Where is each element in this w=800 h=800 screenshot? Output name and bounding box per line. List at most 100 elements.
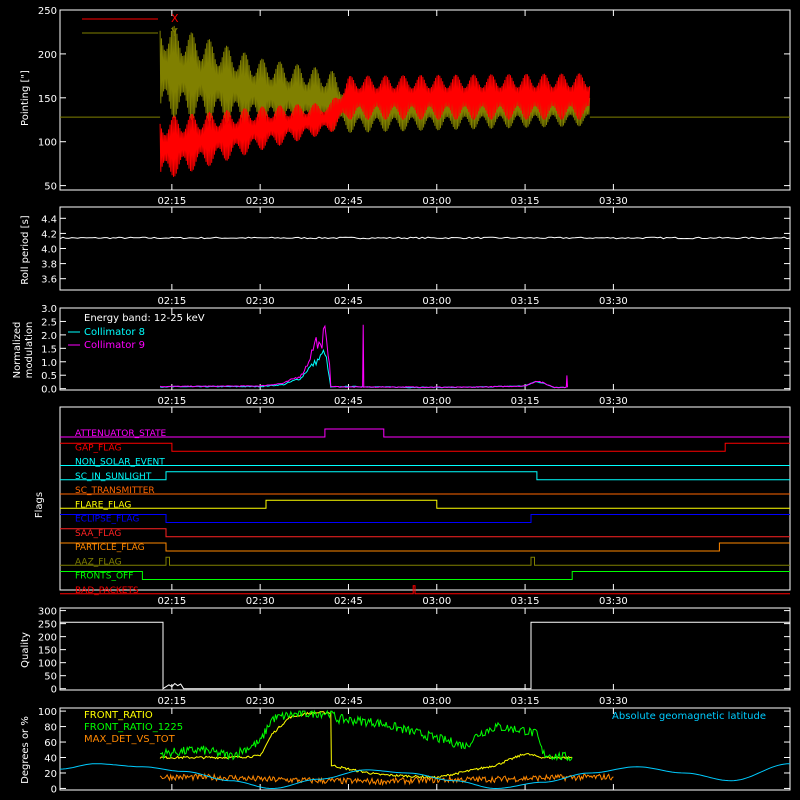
flags-xtick-label: 03:30 [599,596,628,607]
quality-xtick-label: 02:45 [334,696,363,707]
roll-ylabel: Roll period [s] [20,215,31,284]
roll-ytick-label: 4.0 [41,245,57,256]
pointing-legend: X Y [82,12,179,39]
modulation-ytick-label: 0.5 [41,371,57,382]
bottom-ylabel: Degrees or % [20,716,31,784]
quality-xtick-label: 03:30 [599,696,628,707]
bottom-series-absolute-geomagnetic-latitude [59,763,791,790]
flag-line-eclipse-flag [60,514,790,523]
roll-period-line [59,236,791,240]
modulation-xtick-label: 03:15 [511,396,540,407]
pointing-xtick-label: 03:15 [511,196,540,207]
roll-frame [59,206,791,291]
flags-panel: Flags 02:15 02:30 02:45 03:00 03:15 03:30 ATTE… [34,406,791,607]
flag-label-sc-transmitter: SC_TRANSMITTER [75,486,155,496]
quality-xtick-label: 03:15 [511,696,540,707]
pointing-panel: Pointing ["] 02:15 02:30 02:45 03:00 03:15 03… [20,6,791,207]
flag-line-fronts-off [60,571,790,580]
modulation-ytick-label: 1.5 [41,344,57,355]
flags-xtick-label: 03:15 [511,596,540,607]
pointing-xtick-label: 02:30 [246,196,275,207]
modulation-ytick-label: 2.5 [41,317,57,328]
pointing-xtick-label: 03:00 [422,196,451,207]
modulation-panel: Normalized modulation 02:15 02:30 02:45 03:… [12,304,791,407]
modulation-legend: Energy band: 12-25 keV Collimator 8 Coll… [68,313,205,351]
ratio-panel: Degrees or % 0 20 40 60 80 100 FRONT_RATIO FR… [20,707,791,795]
legend-label-x: X [171,12,179,25]
pointing-ytick-label: 250 [38,6,57,17]
roll-ytick-label: 4.4 [41,214,57,225]
modulation-ylabel-line2: modulation [24,322,35,379]
legend-front-ratio-1225: FRONT_RATIO_1225 [84,722,183,733]
flags-xtick-label: 02:30 [246,596,275,607]
flag-line-flare-flag [60,499,790,509]
modulation-ytick-label: 0.0 [41,385,57,396]
pointing-ytick-label: 150 [38,94,57,105]
flags-frame [59,406,791,591]
legend-label-y: Y [170,26,178,39]
quality-ylabel: Quality [20,632,31,668]
bottom-ytick-label: 40 [44,754,57,765]
bottom-ytick-label: 100 [38,707,57,718]
flags-ylabel: Flags [34,492,45,518]
flag-label-gap-flag: GAP_FLAG [75,443,121,453]
modulation-xtick-label: 02:30 [246,396,275,407]
pointing-xtick-label: 03:30 [599,196,628,207]
roll-xtick-label: 03:15 [511,296,540,307]
bottom-ytick-label: 0 [51,784,57,795]
modulation-xtick-label: 03:30 [599,396,628,407]
bottom-ytick-label: 60 [44,738,57,749]
modulation-ytick-label: 1.0 [41,358,57,369]
modulation-ytick-label: 3.0 [41,304,57,315]
bottom-series-front-ratio [159,711,573,780]
flag-line-bad-packets [60,585,790,595]
modulation-series-collimator-9 [159,324,568,389]
modulation-xtick-label: 02:45 [334,396,363,407]
flag-label-non-solar-event: NON_SOLAR_EVENT [75,458,165,468]
roll-ytick-label: 4.2 [41,229,57,240]
quality-xtick-label: 02:30 [246,696,275,707]
modulation-ylabel-line1: Normalized [12,322,23,379]
pointing-series-x [159,73,591,177]
quality-ytick-label: 150 [38,646,57,657]
bottom-ytick-label: 80 [44,723,57,734]
flag-line-sc-in-sunlight [60,471,790,481]
roll-xtick-label: 02:15 [157,296,186,307]
pointing-ytick-label: 50 [44,182,57,193]
roll-ytick-label: 3.8 [41,260,57,271]
flags-xtick-label: 03:00 [422,596,451,607]
legend-max-det: MAX_DET_VS_TOT [84,734,176,745]
legend-coll8: Collimator 8 [84,327,145,338]
bottom-series-front-ratio-1225 [159,709,573,762]
quality-ytick-label: 250 [38,620,57,631]
modulation-ytick-label: 2.0 [41,331,57,342]
flag-line-gap-flag [60,442,790,452]
flags-xtick-label: 02:15 [157,596,186,607]
roll-xtick-label: 02:45 [334,296,363,307]
flag-label-attenuator-state: ATTENUATOR_STATE [75,429,167,439]
bottom-ytick-label: 20 [44,769,57,780]
modulation-frame [59,307,791,391]
legend-coll9: Collimator 9 [84,340,145,351]
roll-period-panel: Roll period [s] 02:15 02:30 02:45 03:00 03:1… [20,206,791,307]
bottom-legend: FRONT_RATIO FRONT_RATIO_1225 MAX_DET_VS_… [84,710,766,745]
pointing-ytick-label: 100 [38,138,57,149]
quality-panel: Quality 02:15 02:30 02:45 03:00 03:15 03:30 0 5… [20,607,791,707]
roll-xtick-label: 03:30 [599,296,628,307]
roll-xtick-label: 03:00 [422,296,451,307]
flag-label-sc-in-sunlight: SC_IN_SUNLIGHT [75,472,152,482]
bottom-frame [59,707,791,791]
flag-line-aaz-flag [60,556,790,566]
flag-line-particle-flag [60,542,790,552]
flag-line-attenuator-state [60,428,790,438]
flag-line-saa-flag [60,528,790,538]
flag-label-eclipse-flag: ECLIPSE_FLAG [75,515,139,525]
quality-line [60,621,790,690]
bottom-series-max-det-vs-tot [159,772,614,787]
flag-label-fronts-off: FRONTS_OFF [75,572,133,582]
quality-frame [59,607,791,691]
pointing-ylabel: Pointing ["] [20,70,31,126]
modulation-xtick-label: 03:00 [422,396,451,407]
modulation-xtick-label: 02:15 [157,396,186,407]
